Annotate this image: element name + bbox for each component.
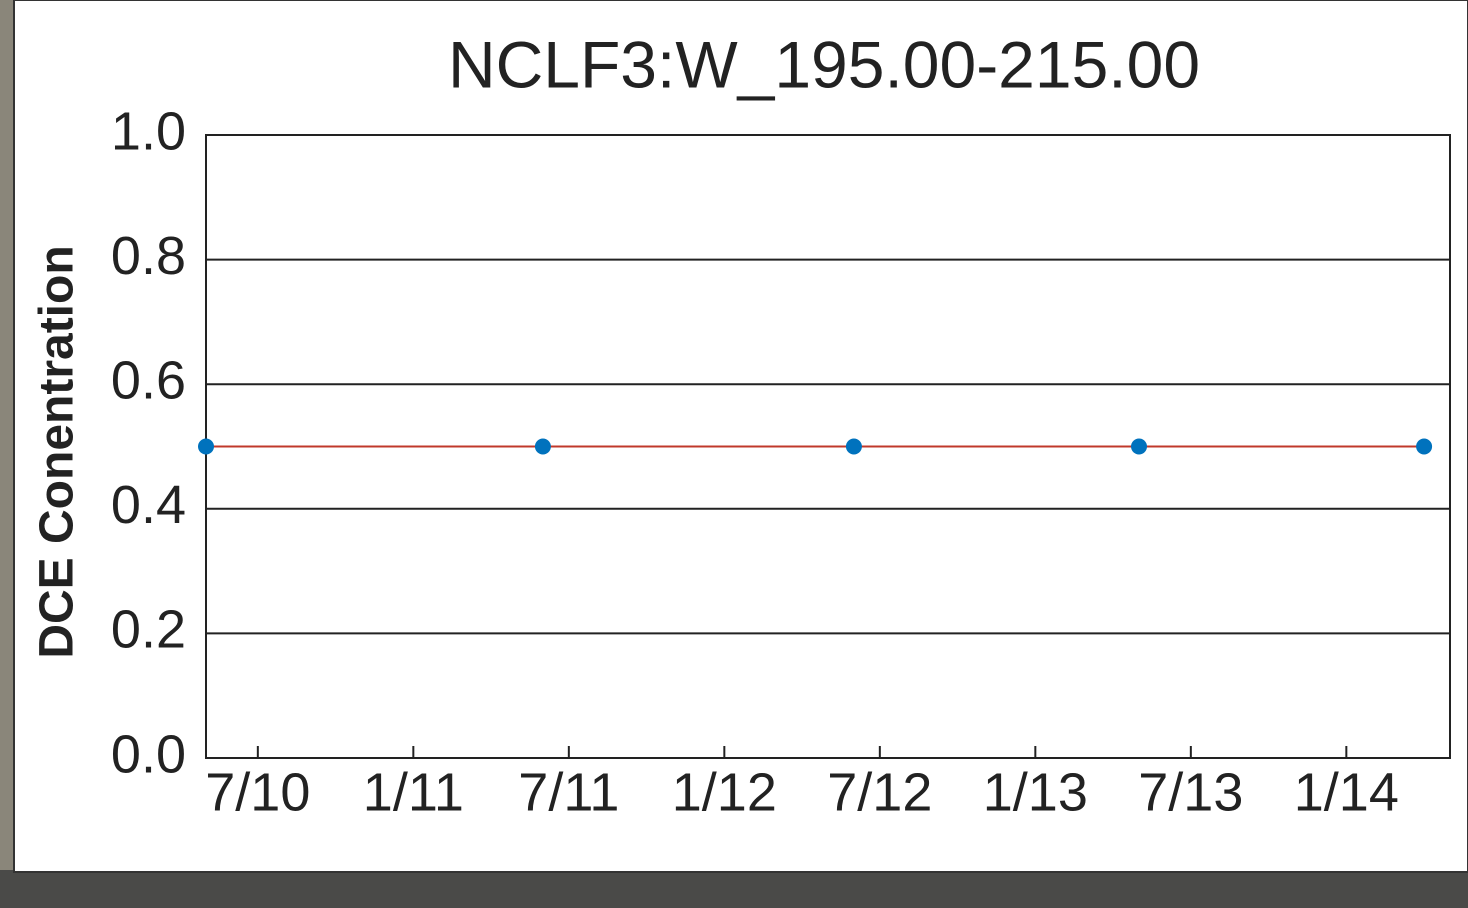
x-tick-label: 1/12 — [672, 762, 777, 822]
chart-title: NCLF3:W_195.00-215.00 — [448, 27, 1200, 101]
x-tick-label: 7/10 — [205, 762, 310, 822]
x-tick-label: 7/13 — [1138, 762, 1243, 822]
y-tick-label: 0.8 — [111, 226, 186, 286]
y-tick-label: 0.0 — [111, 724, 186, 784]
data-point — [198, 438, 214, 455]
x-tick-label: 1/13 — [983, 762, 1088, 822]
data-point — [534, 438, 551, 455]
x-tick-label: 1/11 — [363, 762, 464, 822]
data-point — [1131, 438, 1147, 455]
y-tick-label: 0.6 — [111, 350, 186, 410]
y-axis-label: DCE Conentration — [31, 245, 84, 658]
x-tick-label: 7/12 — [827, 762, 932, 822]
x-tick-label: 1/14 — [1294, 762, 1399, 822]
map-road — [0, 870, 1468, 908]
y-tick-label: 1.0 — [111, 101, 186, 161]
data-point — [1416, 438, 1433, 455]
data-point — [845, 438, 862, 455]
x-tick-label: 7/11 — [518, 762, 619, 822]
y-tick-label: 0.4 — [111, 475, 186, 535]
y-tick-label: 0.2 — [111, 600, 186, 660]
